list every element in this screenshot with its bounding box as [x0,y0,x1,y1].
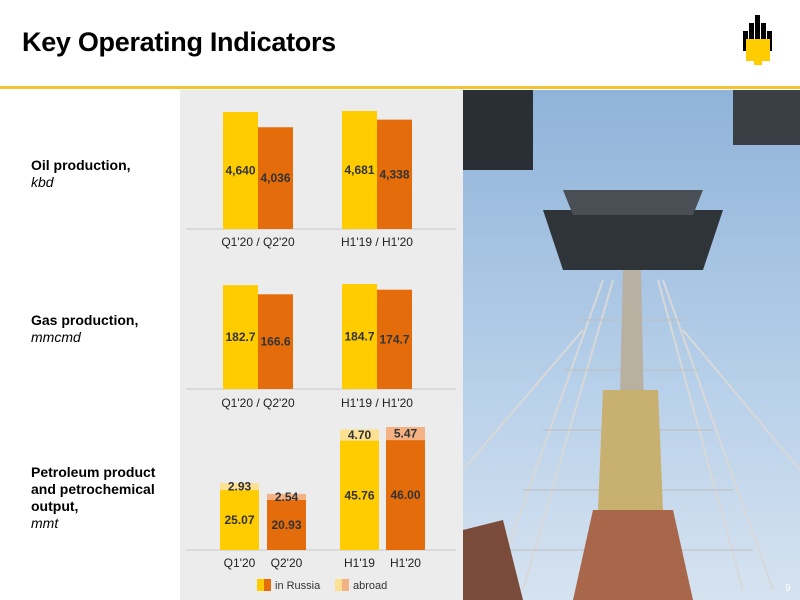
oil-label: Oil production, [31,157,131,173]
chart-panel [180,90,463,600]
company-logo-icon [737,11,777,69]
title-underline [0,86,800,89]
page-title: Key Operating Indicators [22,27,336,57]
drilling-rig-photo [463,90,800,600]
petroleum-label: Petroleum product and petrochemical outp… [31,464,156,514]
petroleum-unit: mmt [31,515,59,531]
row-label-oil: Oil production, kbd [31,157,131,191]
row-label-gas: Gas production, mmcmd [31,312,138,346]
gas-label: Gas production, [31,312,139,328]
page-number: 9 [785,583,791,594]
oil-unit: kbd [31,174,54,190]
row-label-petroleum: Petroleum product and petrochemical outp… [31,464,155,532]
gas-unit: mmcmd [31,329,81,345]
